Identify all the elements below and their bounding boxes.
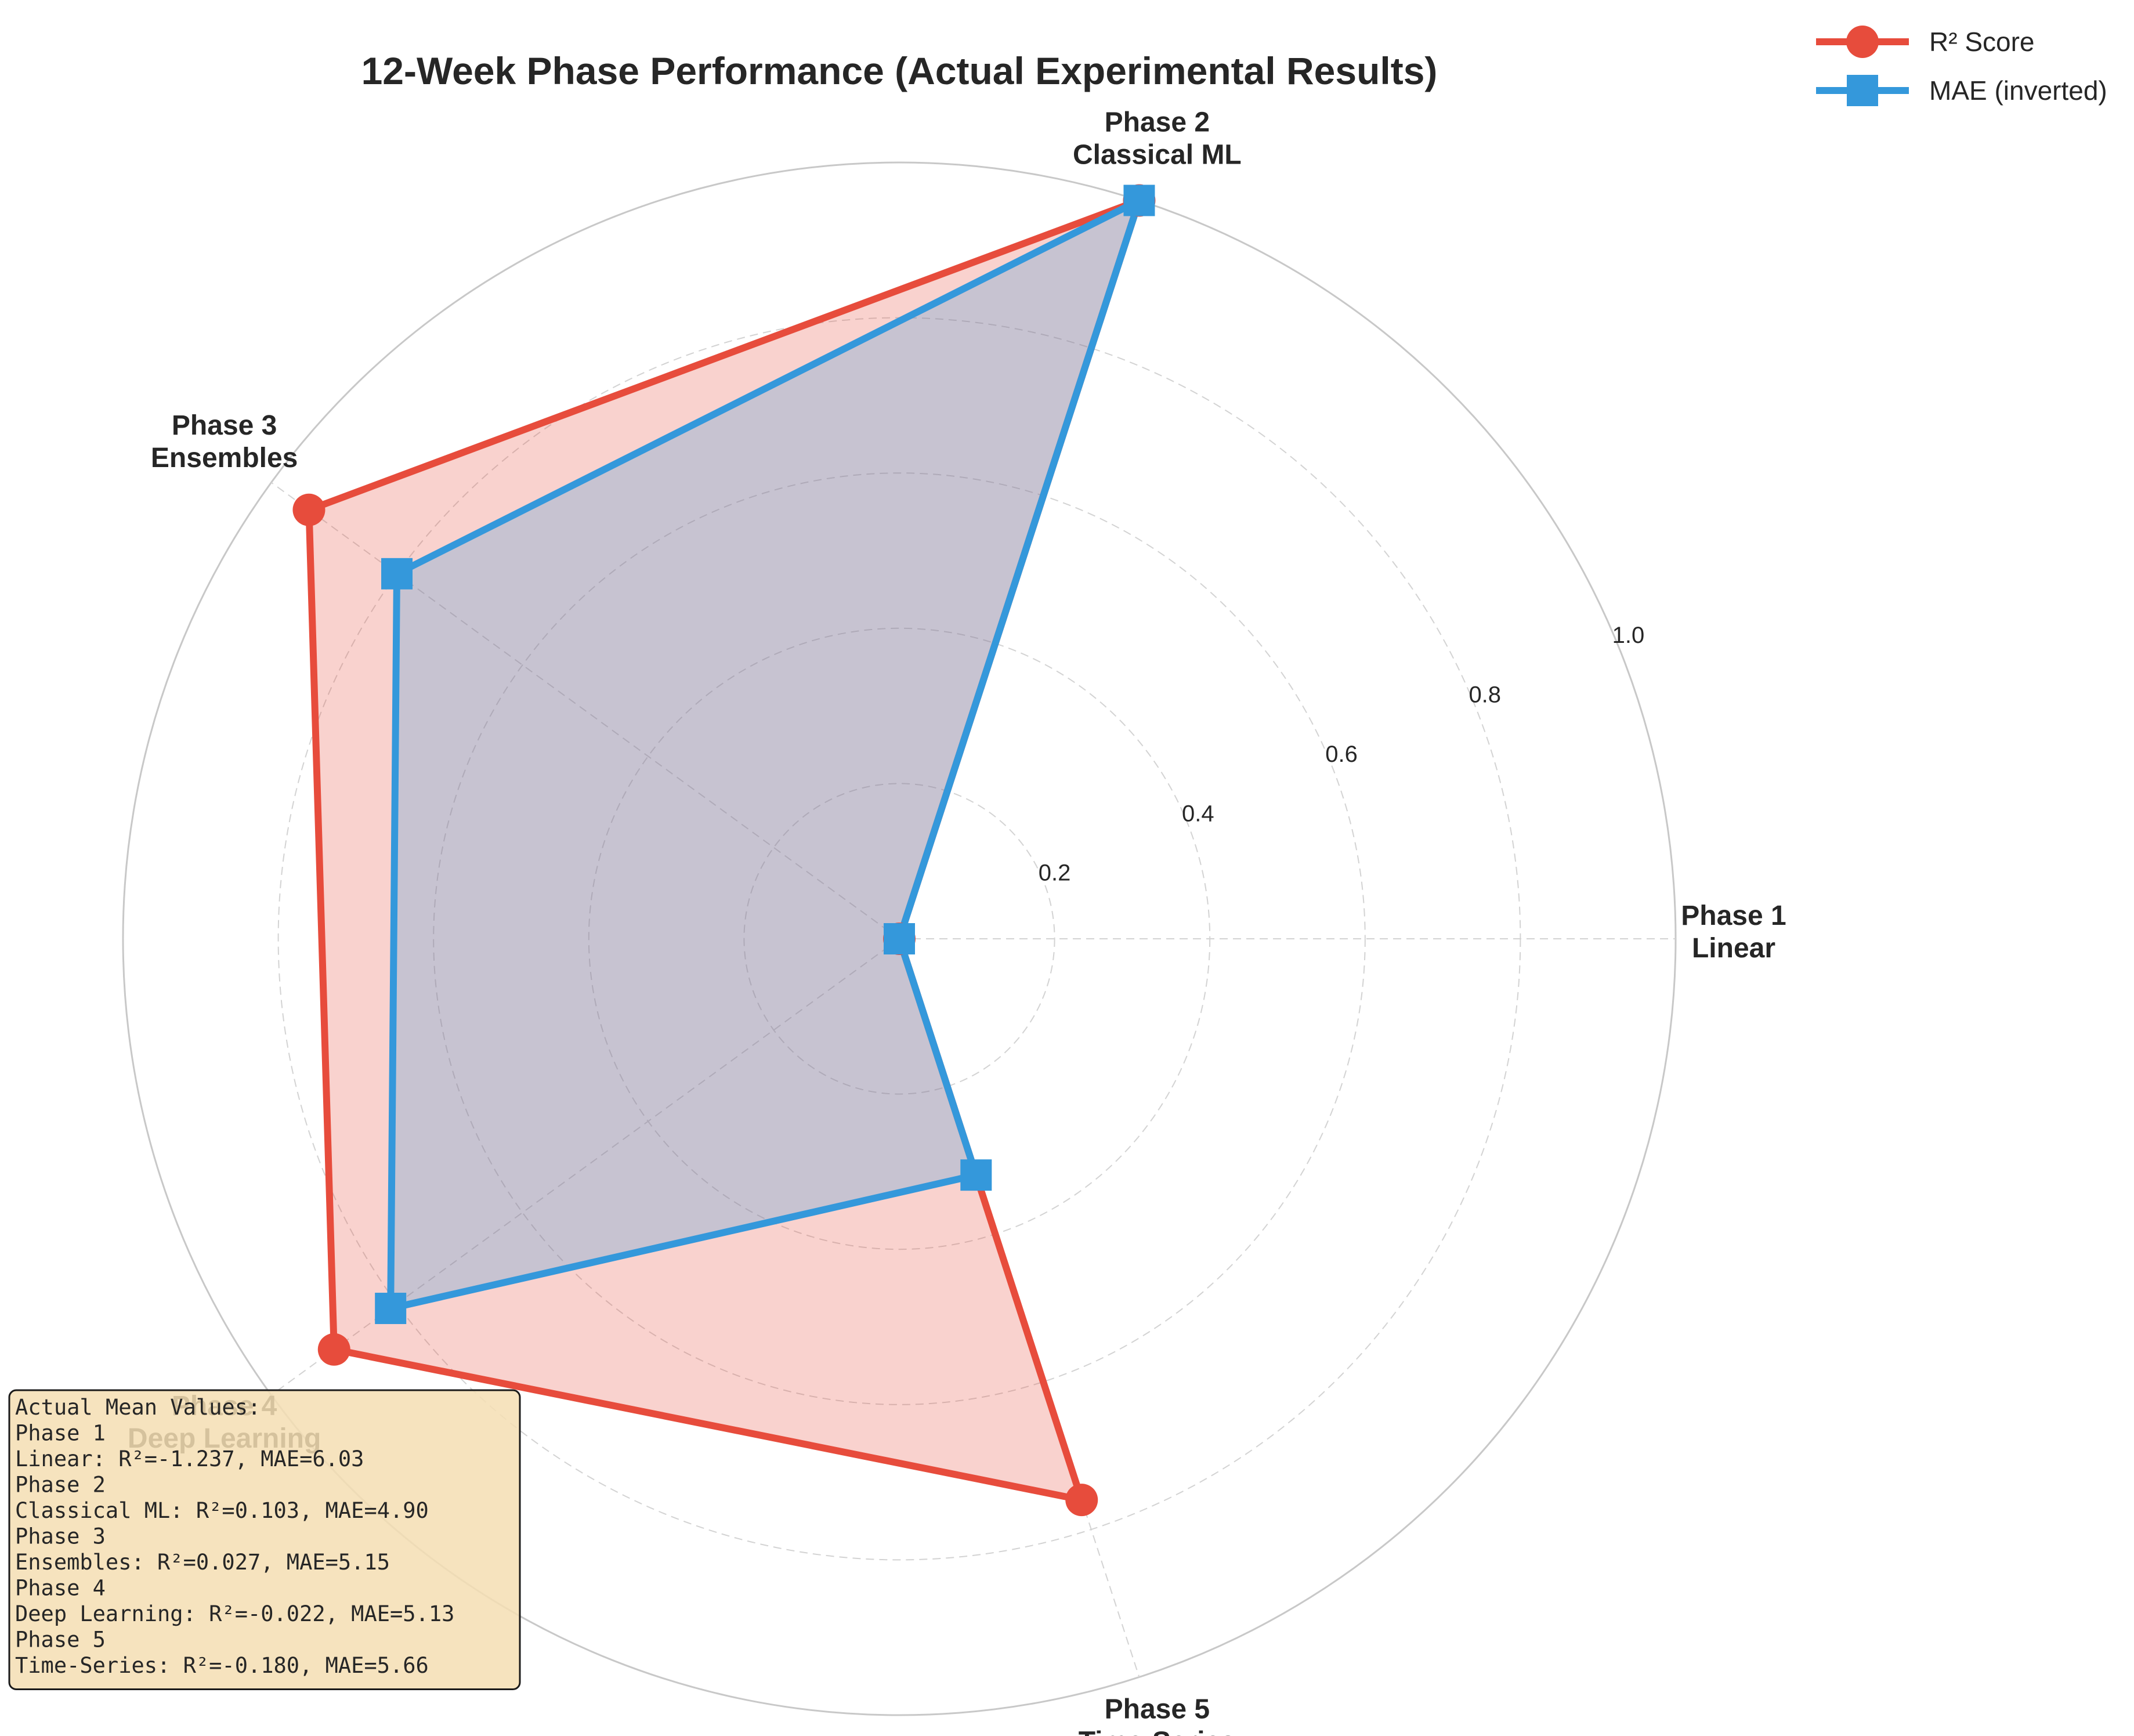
category-label-5: Phase 5 Time-Series [1079,1694,1236,1736]
radar-series [292,184,1156,1517]
legend-marker-1 [1846,26,1879,58]
annotation-background [8,1389,521,1690]
grid-ring-3 [433,472,1366,1405]
series-2-point-3 [381,558,413,589]
category-label-3-line-1: Phase 3 [172,410,277,441]
grid-ring-1 [743,783,1055,1095]
category-label-5-line-1: Phase 5 [1105,1694,1210,1725]
legend-label-1: R² Score [1929,27,2034,57]
annotation-line-10: Phase 5 [15,1628,106,1652]
category-label-3-line-2: Ensembles [151,443,298,473]
series-fill-2 [390,200,1140,1308]
annotation-line-7: Ensembles: R²=0.027, MAE=5.15 [15,1550,390,1575]
radial-tick-label-2: 0.4 [1182,801,1214,826]
series-fill-1 [309,200,1140,1500]
grid-spoke-3 [270,482,900,939]
radial-tick-label-3: 0.6 [1325,742,1358,767]
legend-label-2: MAE (inverted) [1929,75,2107,106]
radial-tick-label-1: 0.2 [1039,860,1071,886]
series-2-point-1 [884,923,915,954]
series-1-point-3 [292,493,325,526]
annotation-line-2: Phase 1 [15,1421,106,1446]
legend: R² Score MAE (inverted) [1816,26,2107,106]
annotation-line-3: Linear: R²=-1.237, MAE=6.03 [15,1446,364,1471]
series-2-point-4 [375,1293,407,1325]
annotation-line-5: Classical ML: R²=0.103, MAE=4.90 [15,1498,429,1523]
radial-tick-label-4: 0.8 [1469,682,1501,708]
annotation-line-4: Phase 2 [15,1473,106,1498]
series-2-point-2 [1123,185,1155,216]
annotation-line-1: Actual Mean Values: [15,1395,261,1420]
radial-tick-label-5: 1.0 [1612,623,1645,648]
series-1-point-5 [1065,1484,1098,1517]
chart-title: 12-Week Phase Performance (Actual Experi… [361,49,1438,92]
category-label-2-line-2: Classical ML [1073,139,1242,170]
annotation-line-11: Time-Series: R²=-0.180, MAE=5.66 [15,1653,429,1678]
category-label-1-line-2: Linear [1692,933,1775,964]
annotation-line-6: Phase 3 [15,1524,106,1549]
annotation-line-8: Phase 4 [15,1576,106,1601]
series-line-2 [387,197,1143,1312]
category-label-2-line-1: Phase 2 [1105,107,1210,138]
legend-marker-2 [1847,75,1878,106]
series-1-point-4 [317,1333,350,1366]
category-label-5-line-2: Time-Series [1079,1727,1236,1736]
annotation-line-9: Deep Learning: R²=-0.022, MAE=5.13 [15,1601,454,1626]
category-label-1-line-1: Phase 1 [1681,900,1786,931]
series-2-point-5 [960,1159,992,1191]
